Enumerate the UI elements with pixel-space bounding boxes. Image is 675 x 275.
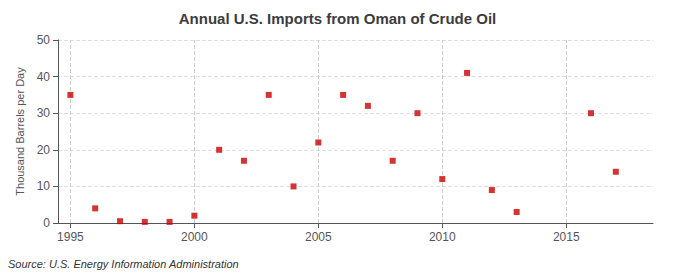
svg-text:Source: U.S. Energy Informatio: Source: U.S. Energy Information Administ… <box>8 258 239 270</box>
svg-text:0: 0 <box>43 216 50 230</box>
svg-text:2000: 2000 <box>181 230 208 244</box>
svg-text:2010: 2010 <box>429 230 456 244</box>
svg-text:40: 40 <box>37 70 51 84</box>
svg-text:10: 10 <box>37 179 51 193</box>
svg-text:Thousand Barrels per Day: Thousand Barrels per Day <box>14 67 26 196</box>
svg-text:2005: 2005 <box>305 230 332 244</box>
svg-text:20: 20 <box>37 143 51 157</box>
svg-text:Annual U.S. Imports from Oman: Annual U.S. Imports from Oman of Crude O… <box>179 10 497 27</box>
svg-text:1995: 1995 <box>57 230 84 244</box>
svg-text:50: 50 <box>37 33 51 47</box>
svg-text:2015: 2015 <box>553 230 580 244</box>
svg-text:30: 30 <box>37 106 51 120</box>
